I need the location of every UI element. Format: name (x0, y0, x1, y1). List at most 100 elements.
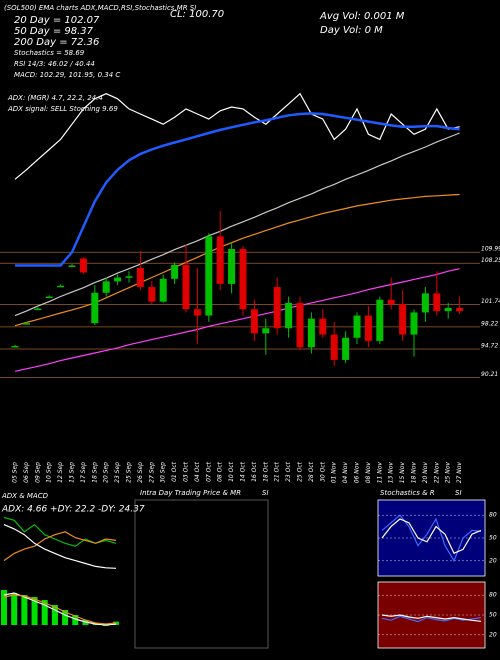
level-label: 98.22 (481, 320, 498, 327)
candle-body (421, 293, 429, 313)
x-tick-label: 23 Sep (114, 462, 121, 483)
line (14, 268, 460, 372)
x-tick-label: 07 Oct (205, 461, 212, 482)
x-tick-label: 18 Oct (262, 461, 269, 482)
candle-body (148, 287, 156, 302)
panel-title: Intra Day Trading Price & MR (140, 489, 241, 497)
panel-title: SI (262, 489, 269, 497)
intraday-box (134, 499, 269, 649)
close: CL: 100.70 (170, 9, 224, 20)
y-tick-label: 80 (489, 592, 497, 599)
line (381, 518, 482, 554)
bar (62, 610, 69, 625)
info: (SOL500) EMA charts ADX,MACD,RSI,Stochas… (4, 4, 196, 12)
candle-body (136, 268, 144, 288)
candle-body (57, 285, 65, 288)
legend-text: ADX: (MGR) 4.7, 22.2, 24.4 (7, 94, 103, 102)
candle-body (353, 315, 361, 338)
line (14, 132, 460, 317)
legend-text: 20 Day = 102.07 (14, 15, 100, 26)
legend-text: RSI 14/3: 46.02 / 40.44 (14, 60, 95, 68)
x-tick-label: 13 Sep (69, 462, 76, 483)
x-tick-label: 14 Oct (240, 461, 247, 482)
line (14, 92, 460, 180)
level-label: 90.21 (481, 371, 498, 378)
x-tick-label: 04 Nov (342, 462, 349, 484)
legend-text: 200 Day = 72.36 (14, 37, 99, 48)
level-label: 109.99 (481, 246, 500, 253)
x-tick-label: 23 Oct (285, 461, 292, 482)
y-tick-label: 20 (489, 631, 497, 638)
candle-body (79, 258, 87, 273)
x-tick-label: 10 Sep (46, 462, 53, 483)
x-tick-label: 30 Oct (319, 461, 326, 482)
candle-body (330, 334, 338, 360)
day-vol: Day Vol: 0 M (320, 25, 383, 36)
x-tick-label: 05 Sep (12, 462, 19, 483)
x-tick-label: 09 Sep (34, 462, 41, 483)
candle-body (273, 287, 281, 329)
x-tick-label: 20 Sep (103, 462, 110, 483)
bar (1, 590, 7, 625)
x-tick-label: 12 Sep (57, 462, 64, 483)
x-tick-label: 01 Oct (171, 461, 178, 482)
legend-text: ADX signal: SELL Stoching 9.69 (7, 105, 118, 113)
bar (41, 600, 48, 625)
candle-body (285, 302, 293, 329)
bar (21, 595, 28, 625)
candle-body (22, 323, 30, 325)
line (14, 193, 460, 327)
level-label: 101.74 (481, 298, 500, 305)
x-tick-label: 20 Nov (422, 462, 429, 484)
level-label: 108.25 (481, 257, 500, 264)
bar (72, 615, 79, 625)
candle-body (250, 309, 258, 334)
x-tick-label: 25 Sep (126, 462, 133, 483)
panel-title: Stochastics & R (380, 489, 435, 497)
level-label: 94.72 (481, 343, 498, 350)
candle-body (68, 265, 76, 267)
candle-body (34, 308, 42, 311)
candle-body (193, 309, 201, 316)
x-tick-label: 13 Nov (388, 462, 395, 484)
candle-body (262, 328, 270, 334)
bar (51, 605, 58, 625)
x-tick-label: 10 Oct (228, 461, 235, 482)
x-tick-label: 08 Oct (217, 461, 224, 482)
candle-body (45, 296, 53, 299)
bar (11, 593, 18, 625)
candle-body (11, 345, 19, 348)
bar (31, 597, 38, 625)
candle-body (456, 307, 464, 312)
x-tick-label: 04 Oct (194, 461, 201, 482)
x-tick-label: 08 Nov (365, 462, 372, 484)
x-tick-label: 18 Nov (411, 462, 418, 484)
x-tick-label: 26 Sep (137, 462, 144, 483)
y-tick-label: 50 (489, 612, 497, 619)
x-tick-label: 06 Sep (23, 462, 30, 483)
candle-body (307, 318, 315, 348)
x-tick-label: 11 Nov (376, 462, 383, 484)
candle-body (410, 312, 418, 335)
line (3, 594, 117, 625)
legend-text: 50 Day = 98.37 (14, 26, 94, 37)
x-tick-label: 18 Sep (91, 462, 98, 483)
x-tick-label: 17 Sep (80, 462, 87, 483)
line (3, 524, 117, 569)
candle-body (342, 337, 350, 360)
line (15, 112, 460, 267)
legend-text: MACD: 102.29, 101.95, 0.34 C (14, 71, 120, 79)
candle-body (171, 264, 179, 279)
x-tick-label: 25 Oct (297, 461, 304, 482)
candle-body (125, 276, 133, 278)
candle-body (376, 299, 384, 341)
candle-body (102, 281, 110, 293)
x-tick-label: 30 Sep (160, 462, 167, 483)
x-tick-label: 22 Nov (433, 462, 440, 484)
candle-body (91, 292, 99, 324)
x-tick-label: 27 Nov (456, 462, 463, 484)
y-tick-label: 20 (489, 557, 497, 564)
x-tick-label: 21 Oct (274, 461, 281, 482)
